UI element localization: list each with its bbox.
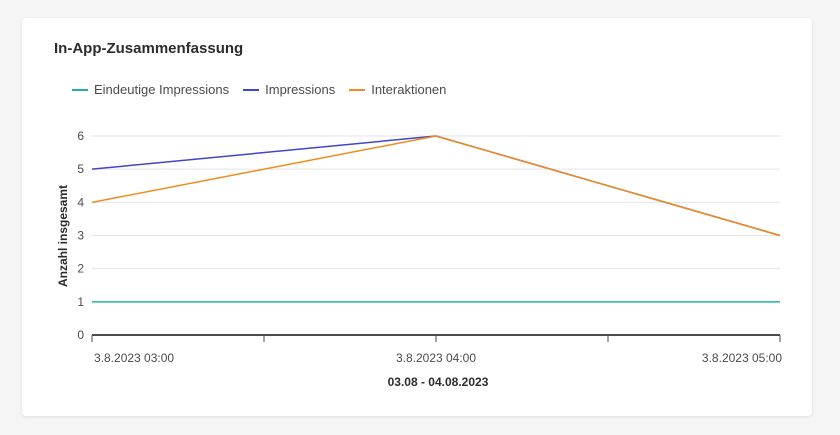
legend-item-unique-impressions[interactable]: Eindeutige Impressions (72, 82, 229, 97)
legend-label: Interaktionen (371, 82, 447, 97)
summary-card: In-App-Zusammenfassung (22, 18, 812, 416)
legend-label: Eindeutige Impressions (94, 82, 230, 97)
series-lines (91, 135, 781, 303)
series-line-2 (91, 135, 781, 237)
y-tick-labels: 0 1 2 3 4 5 6 (77, 129, 84, 342)
x-axis-title: 03.08 - 04.08.2023 (388, 375, 489, 389)
y-tick-label: 0 (77, 328, 84, 342)
legend-item-impressions[interactable]: Impressions (243, 82, 335, 97)
x-tick-label: 3.8.2023 03:00 (94, 351, 174, 365)
x-tick-label: 3.8.2023 05:00 (702, 351, 782, 365)
chart-legend: Eindeutige Impressions Impressions Inter… (72, 82, 446, 97)
series-line-1 (91, 135, 781, 237)
y-tick-label: 1 (77, 295, 84, 309)
legend-swatch-interactions (349, 88, 366, 91)
y-axis-title: Anzahl insgesamt (56, 185, 70, 287)
legend-label: Impressions (265, 82, 336, 97)
y-tick-label: 3 (77, 229, 84, 243)
card-title: In-App-Zusammenfassung (54, 40, 244, 57)
y-tick-label: 5 (77, 162, 84, 176)
y-tick-label: 4 (77, 195, 84, 209)
x-axis: 3.8.2023 03:00 3.8.2023 04:00 3.8.2023 05:… (91, 334, 782, 365)
legend-item-interactions[interactable]: Interaktionen (349, 82, 446, 97)
legend-swatch-impressions (243, 88, 260, 91)
legend-swatch-unique-impressions (72, 88, 88, 91)
grid-lines (92, 135, 780, 303)
x-tick-label: 3.8.2023 04:00 (396, 351, 476, 365)
y-tick-label: 2 (77, 262, 84, 276)
y-tick-label: 6 (77, 129, 84, 143)
